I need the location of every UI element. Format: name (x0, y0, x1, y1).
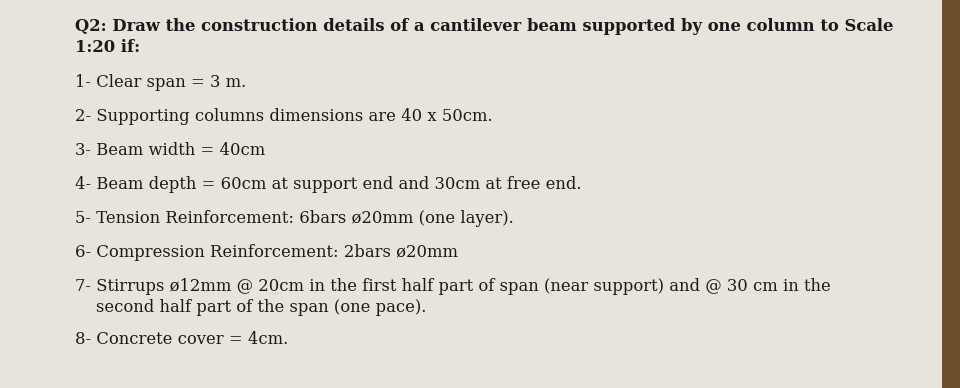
Text: 2- Supporting columns dimensions are 40 x 50cm.: 2- Supporting columns dimensions are 40 … (75, 108, 492, 125)
Text: 8- Concrete cover = 4cm.: 8- Concrete cover = 4cm. (75, 331, 288, 348)
Text: 6- Compression Reinforcement: 2bars ø20mm: 6- Compression Reinforcement: 2bars ø20m… (75, 244, 458, 261)
Bar (942, 0, 960, 388)
Text: 1- Clear span = 3 m.: 1- Clear span = 3 m. (75, 74, 247, 91)
Text: 3- Beam width = 40cm: 3- Beam width = 40cm (75, 142, 265, 159)
Text: 7- Stirrups ø12mm @ 20cm in the first half part of span (near support) and @ 30 : 7- Stirrups ø12mm @ 20cm in the first ha… (75, 278, 830, 316)
Text: 4- Beam depth = 60cm at support end and 30cm at free end.: 4- Beam depth = 60cm at support end and … (75, 176, 582, 193)
Text: Q2: Draw the construction details of a cantilever beam supported by one column t: Q2: Draw the construction details of a c… (75, 18, 894, 55)
Text: 5- Tension Reinforcement: 6bars ø20mm (one layer).: 5- Tension Reinforcement: 6bars ø20mm (o… (75, 210, 514, 227)
